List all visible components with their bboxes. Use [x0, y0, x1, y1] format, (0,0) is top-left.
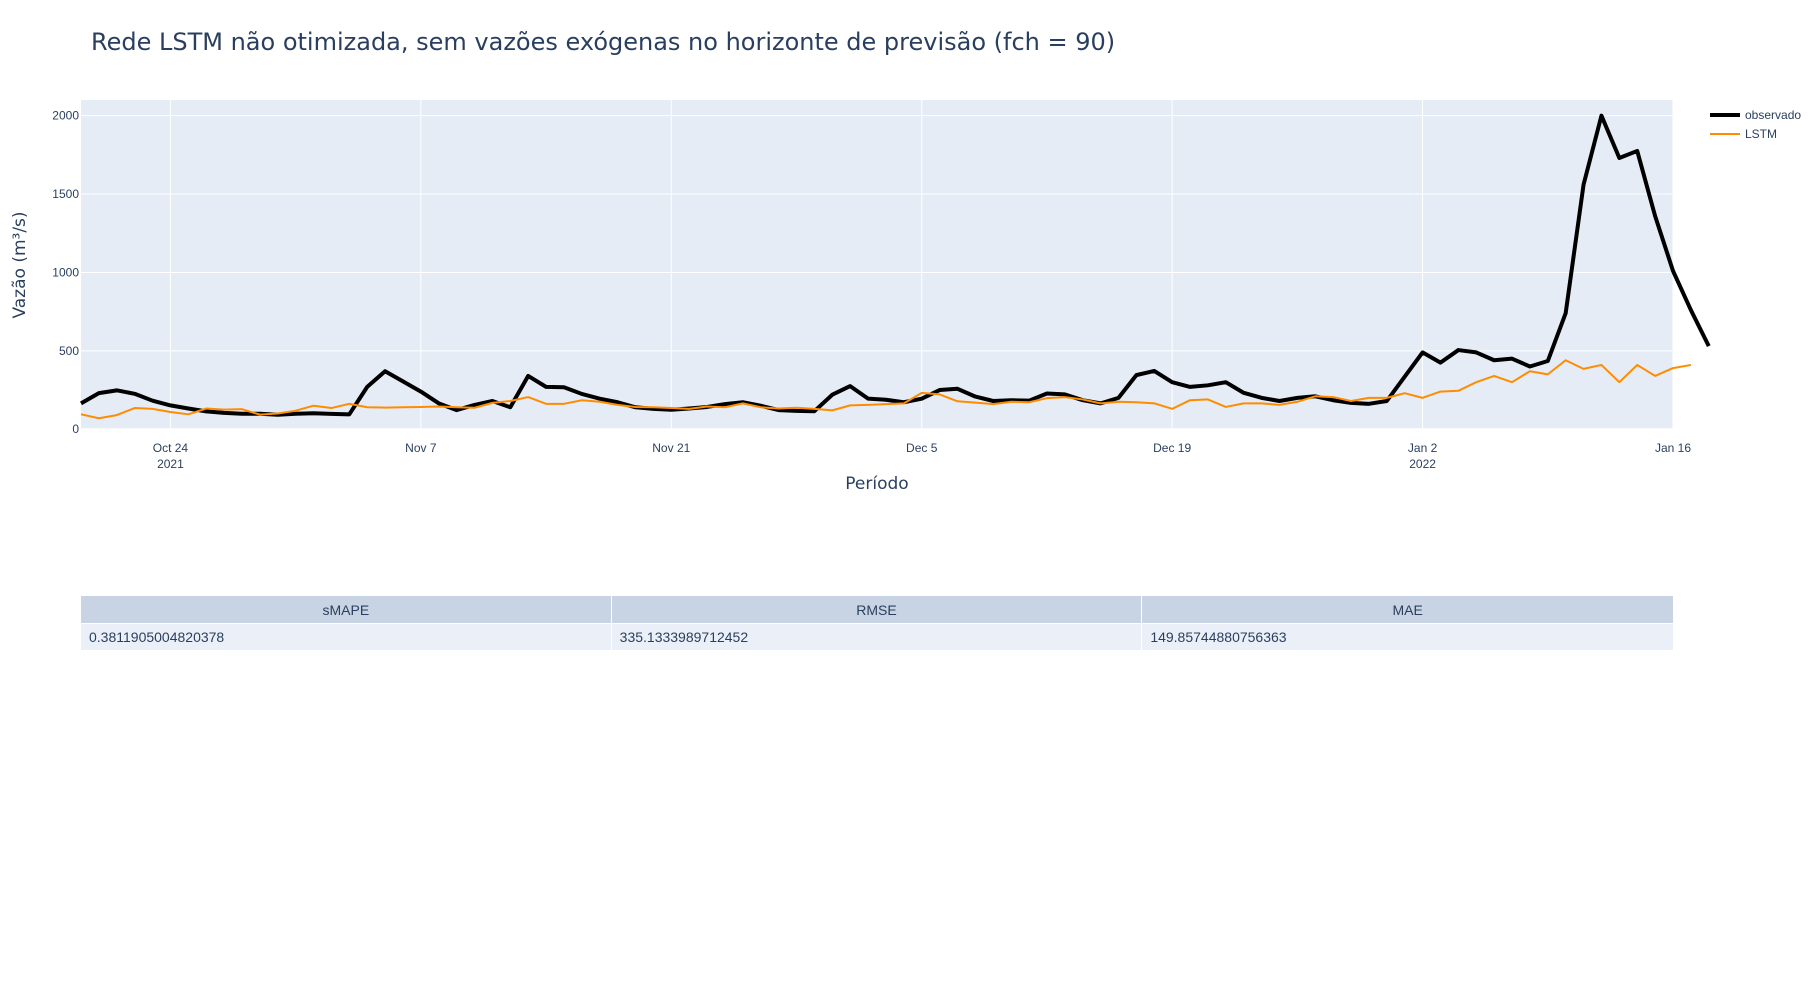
chart-title: Rede LSTM não otimizada, sem vazões exóg…	[91, 28, 1115, 56]
chart: Rede LSTM não otimizada, sem vazões exóg…	[10, 28, 1801, 494]
y-tick-label: 500	[59, 344, 79, 358]
x-tick-label: Dec 5	[906, 441, 938, 455]
y-tick-label: 1000	[52, 265, 79, 279]
mae-value: 149.85744880756363	[1142, 624, 1673, 650]
column-header-rmse: RMSE	[611, 596, 1143, 624]
x-tick-label: Dec 19	[1153, 441, 1191, 455]
legend-label: LSTM	[1745, 127, 1777, 141]
series-line-lstm	[80, 359, 1692, 420]
y-axis-title: Vazão (m³/s)	[10, 211, 30, 318]
table-row: 0.3811905004820378 335.1333989712452 149…	[81, 624, 1673, 650]
y-tick-label: 0	[72, 422, 79, 436]
x-tick-label: Oct 24	[153, 441, 189, 455]
y-tick-label: 1500	[52, 187, 79, 201]
series-lines	[80, 113, 1711, 420]
y-tick-label: 2000	[52, 109, 79, 123]
x-axis-title: Período	[845, 474, 908, 494]
x-tick-label: Jan 16	[1655, 441, 1691, 455]
legend-item-lstm[interactable]: LSTM	[1710, 127, 1777, 141]
x-gridlines	[169, 100, 1674, 430]
plot-area[interactable]	[81, 100, 1673, 430]
y-tick-labels: 0 500 1000 1500 2000	[52, 109, 79, 437]
column-header-mae: MAE	[1142, 596, 1673, 624]
smape-value: 0.3811905004820378	[81, 624, 612, 650]
table-header-row: sMAPE RMSE MAE	[81, 596, 1673, 624]
series-line-observado	[80, 113, 1711, 417]
x-tick-sublabel: 2022	[1409, 457, 1436, 471]
legend-label: observado	[1745, 108, 1801, 122]
legend[interactable]: observado LSTM	[1710, 108, 1801, 141]
y-gridlines	[81, 115, 1673, 431]
column-header-smape: sMAPE	[81, 596, 612, 624]
rmse-value: 335.1333989712452	[611, 624, 1143, 650]
x-tick-label: Nov 21	[652, 441, 690, 455]
metrics-table: sMAPE RMSE MAE 0.3811905004820378 335.13…	[81, 596, 1673, 650]
legend-item-observado[interactable]: observado	[1710, 108, 1801, 122]
x-tick-label: Nov 7	[405, 441, 437, 455]
x-tick-label: Jan 2	[1408, 441, 1438, 455]
x-tick-sublabel: 2021	[157, 457, 184, 471]
x-tick-labels: Oct 24 2021 Nov 7 Nov 21 Dec 5 Dec 19 Jan 2 202…	[153, 441, 1692, 471]
